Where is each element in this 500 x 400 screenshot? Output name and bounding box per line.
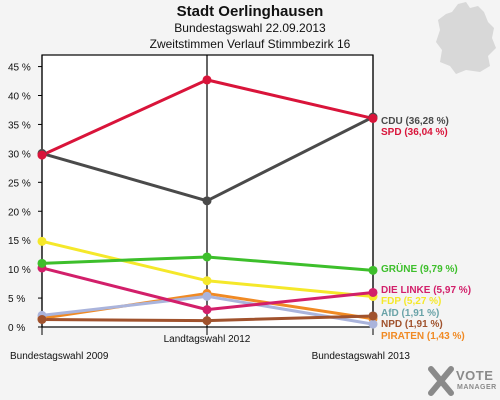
x-tick-label: Bundestagswahl 2009 (10, 351, 109, 362)
series-end-label: NPD (1,91 %) (381, 319, 443, 330)
data-point (368, 287, 378, 297)
data-point (202, 316, 212, 326)
data-point (202, 252, 212, 262)
y-tick-label: 45 % (8, 63, 31, 74)
data-point (368, 113, 378, 123)
series-end-label: FDP (5,27 %) (381, 296, 441, 307)
x-tick-label: Landtagswahl 2012 (164, 334, 251, 345)
data-point (37, 150, 47, 160)
data-point (202, 276, 212, 286)
germany-map-icon (436, 2, 496, 74)
y-tick-label: 0 % (8, 323, 25, 334)
data-point (37, 258, 47, 268)
plot-border (41, 54, 374, 328)
data-point (202, 196, 212, 206)
x-tick-label: Bundestagswahl 2013 (312, 351, 411, 362)
data-point (368, 265, 378, 275)
chart-subtitle: Bundestagswahl 22.09.2013 (174, 21, 326, 35)
data-point (202, 291, 212, 301)
y-tick-label: 20 % (8, 207, 31, 218)
data-point (37, 236, 47, 246)
series-end-label: GRÜNE (9,79 %) (381, 262, 458, 275)
y-tick-label: 15 % (8, 236, 31, 247)
data-point (202, 305, 212, 315)
logo-text: VOTE (456, 368, 494, 383)
y-tick-label: 5 % (8, 294, 25, 305)
series-end-label: DIE LINKE (5,97 %) (381, 285, 471, 296)
votemanager-logo: VOTE MANAGER (428, 364, 500, 398)
y-tick-label: 30 % (8, 149, 31, 160)
y-tick-label: 40 % (8, 92, 31, 103)
chart-title: Stadt Oerlinghausen (176, 3, 324, 20)
vote-x-icon (428, 366, 454, 396)
logo-subtext: MANAGER (457, 384, 497, 391)
series-end-label: AfD (1,91 %) (381, 308, 439, 319)
data-point (368, 311, 378, 321)
series-end-label: PIRATEN (1,43 %) (381, 331, 465, 342)
y-tick-label: 25 % (8, 178, 31, 189)
y-tick-label: 10 % (8, 265, 31, 276)
chart-subtitle-2: Zweitstimmen Verlauf Stimmbezirk 16 (149, 37, 351, 51)
y-tick-label: 35 % (8, 120, 31, 131)
series-end-label: CDU (36,28 %) (381, 116, 449, 127)
data-point (37, 314, 47, 324)
data-point (368, 319, 378, 329)
data-point (202, 75, 212, 85)
series-end-label: SPD (36,04 %) (381, 127, 448, 138)
